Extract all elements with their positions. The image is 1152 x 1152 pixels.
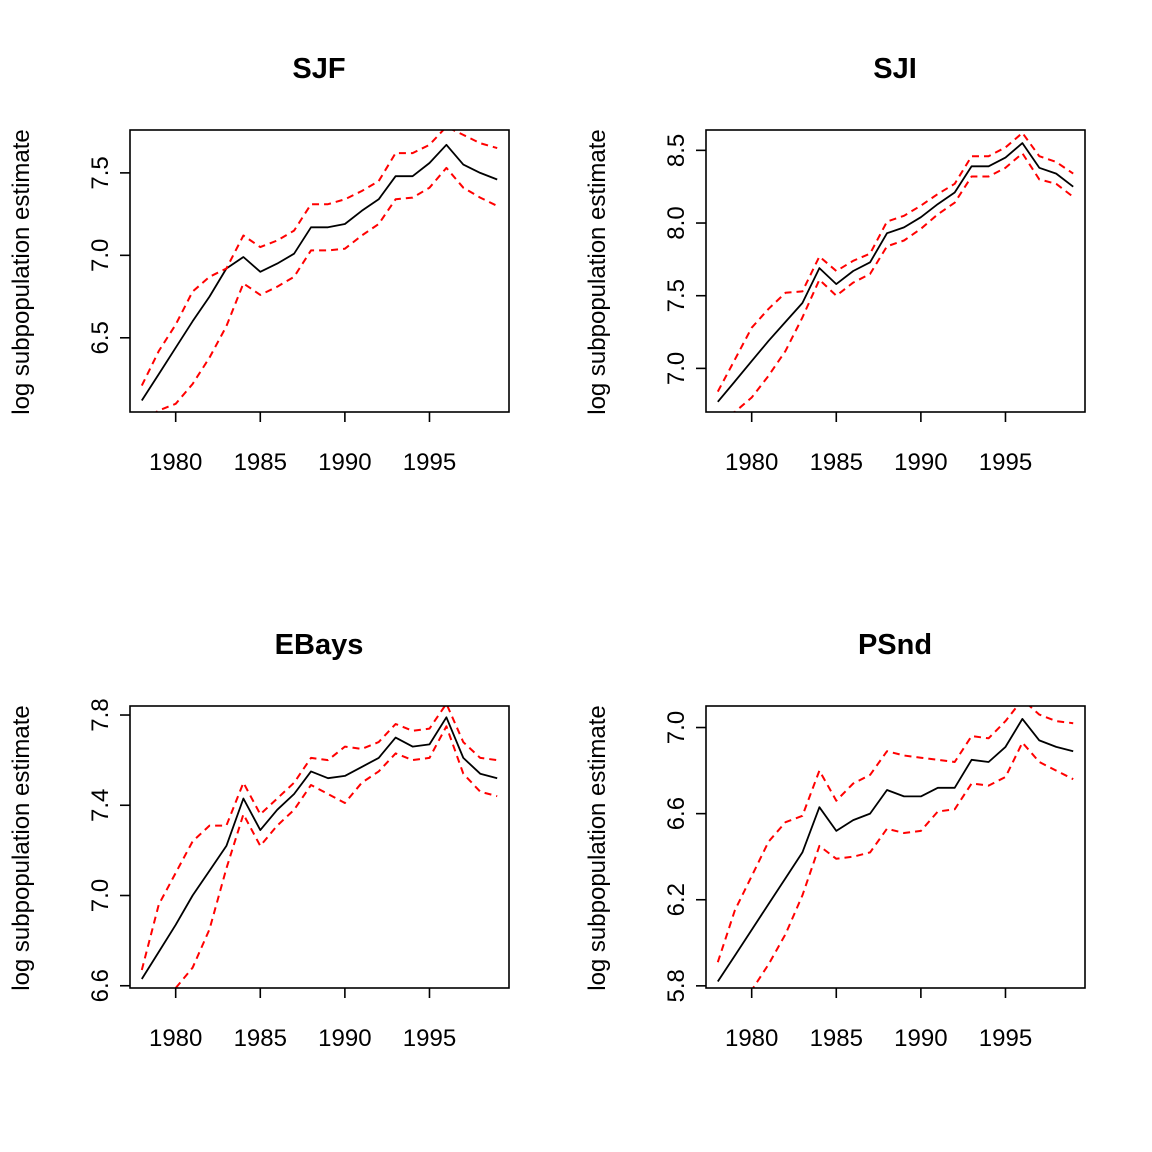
panel-sji: SJI log subpopulation estimate 1980 1985 1… [584,53,1086,476]
series-lines [140,130,498,412]
x-tick-label: 1985 [234,449,287,476]
series-line-interval-2 [173,725,498,988]
plot-area: 1980 1985 1990 1995 5.8 6.2 6.6 7.0 [663,705,1086,1052]
y-tick-label: 5.8 [663,969,690,1002]
x-tick-label: 1995 [403,1025,456,1052]
x-tick-label: 1985 [810,449,863,476]
panel-sjf: SJF log subpopulation estimate 1980 1985 1… [8,53,510,476]
x-tick-label: 1985 [234,1025,287,1052]
plot-frame [705,129,1086,413]
series-line-interval-2 [154,166,498,412]
y-axis-label: log subpopulation estimate [8,129,35,415]
y-tick-label: 7.0 [87,879,114,912]
x-tick-label: 1990 [318,1025,371,1052]
x-tick-label: 1995 [403,449,456,476]
panel-title: PSnd [858,629,932,661]
series-line-estimate [141,716,498,980]
plot-frame [129,705,510,989]
series-lines [140,706,498,988]
series-line-estimate [717,142,1074,403]
y-tick-label: 7.0 [663,352,690,385]
plot-area: 1980 1985 1990 1995 6.5 7.0 7.5 [87,129,510,476]
series-line-interval-1 [716,706,1074,963]
y-tick-label: 7.5 [87,156,114,189]
x-tick-label: 1980 [725,449,778,476]
y-tick-label: 6.6 [663,797,690,830]
panel-ebays: EBays log subpopulation estimate 1980 198… [8,629,510,1052]
panel-title: SJI [873,53,917,85]
x-tick-label: 1980 [149,1025,202,1052]
x-tick-label: 1990 [894,449,947,476]
x-tick-label: 1990 [318,449,371,476]
plot-area: 1980 1985 1990 1995 7.0 7.5 8.0 8.5 [663,129,1086,476]
y-tick-label: 7.8 [87,698,114,731]
plot-frame [129,129,510,413]
x-tick-label: 1995 [979,1025,1032,1052]
series-lines [716,131,1074,412]
series-line-interval-1 [140,706,498,971]
y-tick-label: 7.0 [663,711,690,744]
y-tick-label: 8.5 [663,134,690,167]
x-tick-label: 1990 [894,1025,947,1052]
panel-psnd: PSnd log subpopulation estimate 1980 1985… [584,629,1086,1052]
plot-area: 1980 1985 1990 1995 6.6 7.0 7.4 7.8 [87,698,510,1052]
y-axis-label: log subpopulation estimate [584,705,611,991]
series-line-estimate [717,718,1074,982]
series-lines [716,706,1074,988]
y-tick-label: 6.2 [663,883,690,916]
y-tick-label: 7.0 [87,239,114,272]
y-tick-label: 7.4 [87,789,114,822]
series-line-interval-1 [716,131,1074,393]
plot-frame [705,705,1086,989]
y-axis-label: log subpopulation estimate [8,705,35,991]
x-tick-label: 1995 [979,449,1032,476]
x-tick-label: 1980 [149,449,202,476]
y-axis-label: log subpopulation estimate [584,129,611,415]
panel-title: SJF [292,53,345,85]
panel-title: EBays [275,629,364,661]
x-tick-label: 1985 [810,1025,863,1052]
y-tick-label: 6.5 [87,321,114,354]
series-line-interval-2 [751,741,1074,988]
x-tick-label: 1980 [725,1025,778,1052]
y-tick-label: 7.5 [663,279,690,312]
y-tick-label: 8.0 [663,206,690,239]
y-tick-label: 6.6 [87,969,114,1002]
series-line-estimate [141,143,498,401]
series-line-interval-2 [731,152,1074,412]
